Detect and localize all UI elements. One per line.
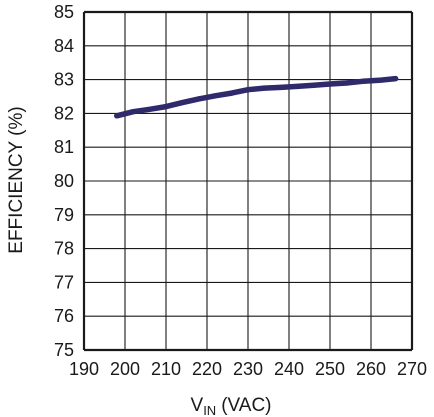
data-point xyxy=(294,83,300,89)
data-point xyxy=(376,77,382,83)
data-point xyxy=(163,104,169,110)
x-tick-label: 210 xyxy=(151,359,181,379)
x-tick-label: 250 xyxy=(315,359,345,379)
y-tick-label: 79 xyxy=(54,205,74,225)
x-tick-label: 260 xyxy=(356,359,386,379)
x-axis-label: VIN (VAC) xyxy=(191,395,272,417)
y-tick-label: 83 xyxy=(54,70,74,90)
data-point xyxy=(343,80,349,86)
y-tick-label: 76 xyxy=(54,306,74,326)
data-point xyxy=(212,93,218,99)
data-point xyxy=(360,78,366,84)
grid xyxy=(82,10,414,352)
x-tick-labels: 190 200 210 220 230 240 250 260 270 xyxy=(69,359,427,379)
data-point xyxy=(393,75,399,82)
y-tick-labels: 75 76 77 78 79 80 81 82 83 84 85 xyxy=(54,2,74,360)
data-point xyxy=(261,85,267,91)
data-point xyxy=(278,84,284,90)
series-layer xyxy=(114,75,399,119)
x-tick-label: 230 xyxy=(233,359,263,379)
x-tick-label: 200 xyxy=(110,359,140,379)
data-point xyxy=(147,106,153,112)
x-tick-label: 270 xyxy=(397,359,427,379)
y-tick-label: 84 xyxy=(54,36,74,56)
y-tick-label: 80 xyxy=(54,171,74,191)
data-point xyxy=(179,99,185,106)
x-tick-label: 240 xyxy=(274,359,304,379)
y-tick-label: 78 xyxy=(54,239,74,259)
efficiency-series-line xyxy=(114,75,399,119)
x-axis-label-unit: (VAC) xyxy=(221,395,271,416)
data-point xyxy=(229,90,235,96)
y-tick-label: 75 xyxy=(54,340,74,360)
y-tick-label: 77 xyxy=(54,272,74,292)
y-axis-label: EFFICIENCY (%) xyxy=(6,106,27,253)
data-point xyxy=(311,82,317,88)
data-point xyxy=(327,81,333,87)
data-point xyxy=(245,87,251,93)
y-tick-label: 82 xyxy=(54,103,74,123)
x-tick-label: 220 xyxy=(192,359,222,379)
y-tick-label: 85 xyxy=(54,2,74,22)
y-tick-label: 81 xyxy=(54,137,74,157)
data-point xyxy=(130,109,136,115)
x-axis-label-subscript: IN xyxy=(203,403,216,417)
x-tick-label: 190 xyxy=(69,359,99,379)
x-axis-label-main: V xyxy=(191,395,204,416)
data-point xyxy=(114,113,120,119)
data-point xyxy=(196,96,202,102)
